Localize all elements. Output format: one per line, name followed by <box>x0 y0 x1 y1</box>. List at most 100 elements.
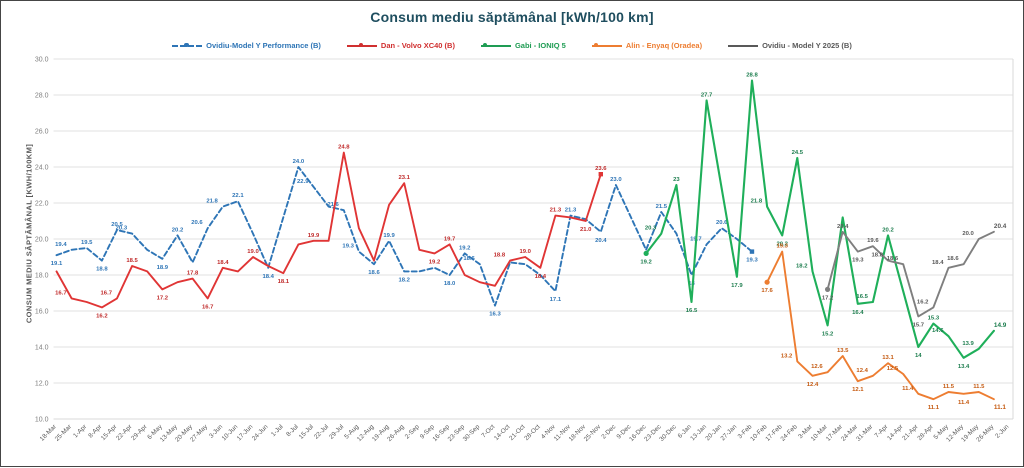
legend-item[interactable]: Ovidiu - Model Y 2025 (B) <box>728 41 852 50</box>
chart-title: Consum mediu săptămânal [kWh/100 km] <box>370 9 654 25</box>
data-label: 19.0 <box>519 249 531 255</box>
data-label: 18.2 <box>398 277 410 283</box>
data-label: 18.4 <box>217 260 229 266</box>
svg-text:14.0: 14.0 <box>35 344 49 351</box>
svg-text:2-Sep: 2-Sep <box>404 423 421 440</box>
data-label: 18.8 <box>96 267 108 273</box>
data-label: 21.5 <box>656 204 668 210</box>
series-end-marker <box>749 249 755 254</box>
data-label: 20.2 <box>776 241 788 247</box>
svg-text:22-Jul: 22-Jul <box>313 423 330 440</box>
data-label: 24.0 <box>293 159 305 165</box>
series-end-marker <box>598 172 603 177</box>
data-label: 15.3 <box>928 316 940 322</box>
data-label: 21.3 <box>550 208 562 214</box>
data-label: 17.9 <box>731 283 743 289</box>
data-label: 20.5 <box>111 222 123 228</box>
data-label: 16.5 <box>686 308 698 314</box>
data-label: 16.7 <box>55 290 67 296</box>
svg-text:28-Apr: 28-Apr <box>916 423 935 442</box>
svg-text:30.0: 30.0 <box>35 56 49 63</box>
legend-item-label: Alin - Enyaq (Oradea) <box>625 41 703 50</box>
svg-text:1-Apr: 1-Apr <box>72 423 89 440</box>
data-label: 18.6 <box>947 256 959 262</box>
data-label: 16.4 <box>852 310 864 316</box>
data-label: 20.2 <box>882 227 894 233</box>
data-label: 11.5 <box>973 384 985 390</box>
data-label: 23 <box>673 177 680 183</box>
data-label: 17.2 <box>157 295 169 301</box>
data-label: 23.0 <box>610 177 622 183</box>
svg-text:12.0: 12.0 <box>35 380 49 387</box>
data-label: 15.2 <box>822 331 834 337</box>
legend-item[interactable]: Ovidiu-Model Y Performance (B) <box>172 41 321 50</box>
data-label: 23.1 <box>398 175 410 181</box>
data-label: 23.6 <box>595 166 607 172</box>
data-label: 18.9 <box>157 265 169 271</box>
data-label: 19.9 <box>383 233 395 239</box>
data-label: 20.3 <box>116 226 128 232</box>
data-label: 19.2 <box>459 245 471 251</box>
data-label: 19.2 <box>429 259 441 265</box>
data-label: 12.5 <box>887 366 899 372</box>
data-label: 19.3 <box>852 258 864 264</box>
data-label: 16.2 <box>917 299 929 305</box>
svg-text:26.0: 26.0 <box>35 128 49 135</box>
data-label: 19.2 <box>640 259 652 265</box>
svg-text:2-Jun: 2-Jun <box>994 423 1011 440</box>
data-label: 18.6 <box>368 270 380 276</box>
data-label: 18.4 <box>262 274 274 280</box>
data-label: 20.4 <box>837 224 849 230</box>
data-label: 20.3 <box>645 226 657 232</box>
data-label: 13.4 <box>958 364 970 370</box>
data-label: 19.6 <box>867 238 879 244</box>
legend-line-sample-icon <box>591 42 622 50</box>
data-label: 18.5 <box>126 258 138 264</box>
legend-item-label: Dan - Volvo XC40 (B) <box>380 41 455 50</box>
data-label: 19.1 <box>51 261 63 267</box>
svg-text:29-Jul: 29-Jul <box>328 423 345 440</box>
data-label: 18.4 <box>535 274 547 280</box>
svg-text:18.0: 18.0 <box>35 272 49 279</box>
series-ovidiu-model-y-2025-b-: 17.220.419.319.618.818.615.716.218.418.6… <box>822 223 1007 329</box>
data-label: 11.4 <box>958 400 970 406</box>
data-label: 17.6 <box>761 288 773 294</box>
svg-text:25-Nov: 25-Nov <box>583 423 603 443</box>
svg-text:26-May: 26-May <box>975 423 996 444</box>
svg-text:30-Sep: 30-Sep <box>462 423 482 443</box>
legend-item[interactable]: Gabi - IONIQ 5 <box>480 41 566 50</box>
data-label: 16.3 <box>489 312 501 318</box>
data-label: 21.8 <box>751 199 763 205</box>
svg-text:16.0: 16.0 <box>35 308 49 315</box>
svg-text:24.0: 24.0 <box>35 164 49 171</box>
data-label: 21.3 <box>565 208 577 214</box>
data-label: 18.4 <box>932 260 944 266</box>
svg-text:14-Oct: 14-Oct <box>493 423 512 442</box>
legend-item[interactable]: Alin - Enyaq (Oradea) <box>591 41 703 50</box>
data-label: 18.6 <box>887 256 899 262</box>
data-label: 22.9 <box>297 179 309 185</box>
data-label: 17.8 <box>187 271 199 277</box>
svg-text:24-Feb: 24-Feb <box>779 423 799 443</box>
svg-text:31-Mar: 31-Mar <box>855 423 875 443</box>
data-label: 11.4 <box>902 386 914 392</box>
svg-text:24-Jun: 24-Jun <box>251 423 270 442</box>
series-start-marker <box>824 286 831 292</box>
y-gridlines: 30.0 28.0 26.0 24.0 22.0 20.0 18.0 16.0 14.0 12.0… <box>35 56 1013 423</box>
data-label: 11.1 <box>994 404 1007 411</box>
data-label: 19.3 <box>342 244 354 250</box>
data-label: 12.4 <box>856 368 868 374</box>
svg-text:10.0: 10.0 <box>35 416 49 423</box>
legend-item[interactable]: Dan - Volvo XC40 (B) <box>346 41 455 50</box>
data-label: 19.7 <box>444 236 456 242</box>
data-label: 14.6 <box>932 328 944 334</box>
svg-text:30-Dec: 30-Dec <box>658 423 678 443</box>
data-label: 16.7 <box>202 304 214 310</box>
data-label: 13.2 <box>781 353 793 359</box>
data-label: 20.4 <box>994 223 1007 230</box>
data-label: 15.7 <box>913 322 925 328</box>
svg-text:27-Jan: 27-Jan <box>719 423 738 442</box>
data-label: 21.8 <box>206 199 218 205</box>
series-start-marker <box>643 250 649 256</box>
